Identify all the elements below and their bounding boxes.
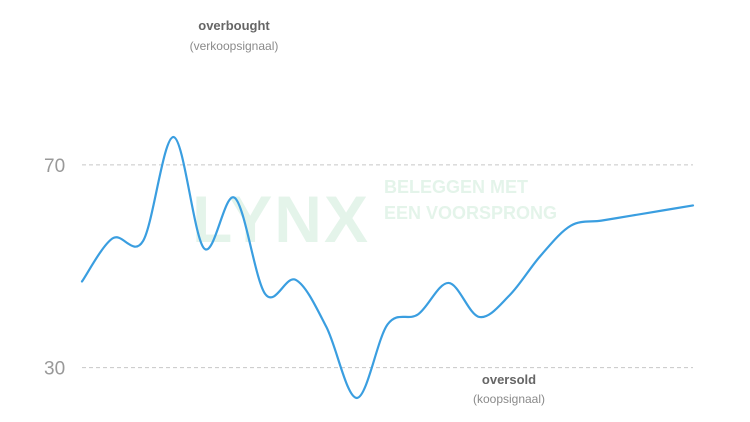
overbought-sublabel: (verkoopsignaal) xyxy=(190,39,279,53)
oversold-sublabel: (koopsignaal) xyxy=(473,392,545,406)
oversold-label: oversold xyxy=(482,372,536,387)
series-lines xyxy=(80,135,695,400)
overbought-label: overbought xyxy=(198,18,270,33)
watermark-logo: LYNX xyxy=(192,182,370,256)
y-axis: 70 30 xyxy=(44,156,65,380)
rsi-line xyxy=(80,135,695,400)
y-tick-label-30: 30 xyxy=(44,359,65,380)
y-tick-label-70: 70 xyxy=(44,156,65,177)
watermark: LYNX BELEGGEN MET EEN VOORSPRONG xyxy=(192,177,557,256)
watermark-tagline-2: EEN VOORSPRONG xyxy=(384,203,557,223)
overbought-annotation: overbought (verkoopsignaal) xyxy=(190,18,279,53)
oversold-annotation: oversold (koopsignaal) xyxy=(473,372,545,406)
watermark-tagline-1: BELEGGEN MET xyxy=(384,177,528,197)
oversold-area xyxy=(82,0,693,398)
